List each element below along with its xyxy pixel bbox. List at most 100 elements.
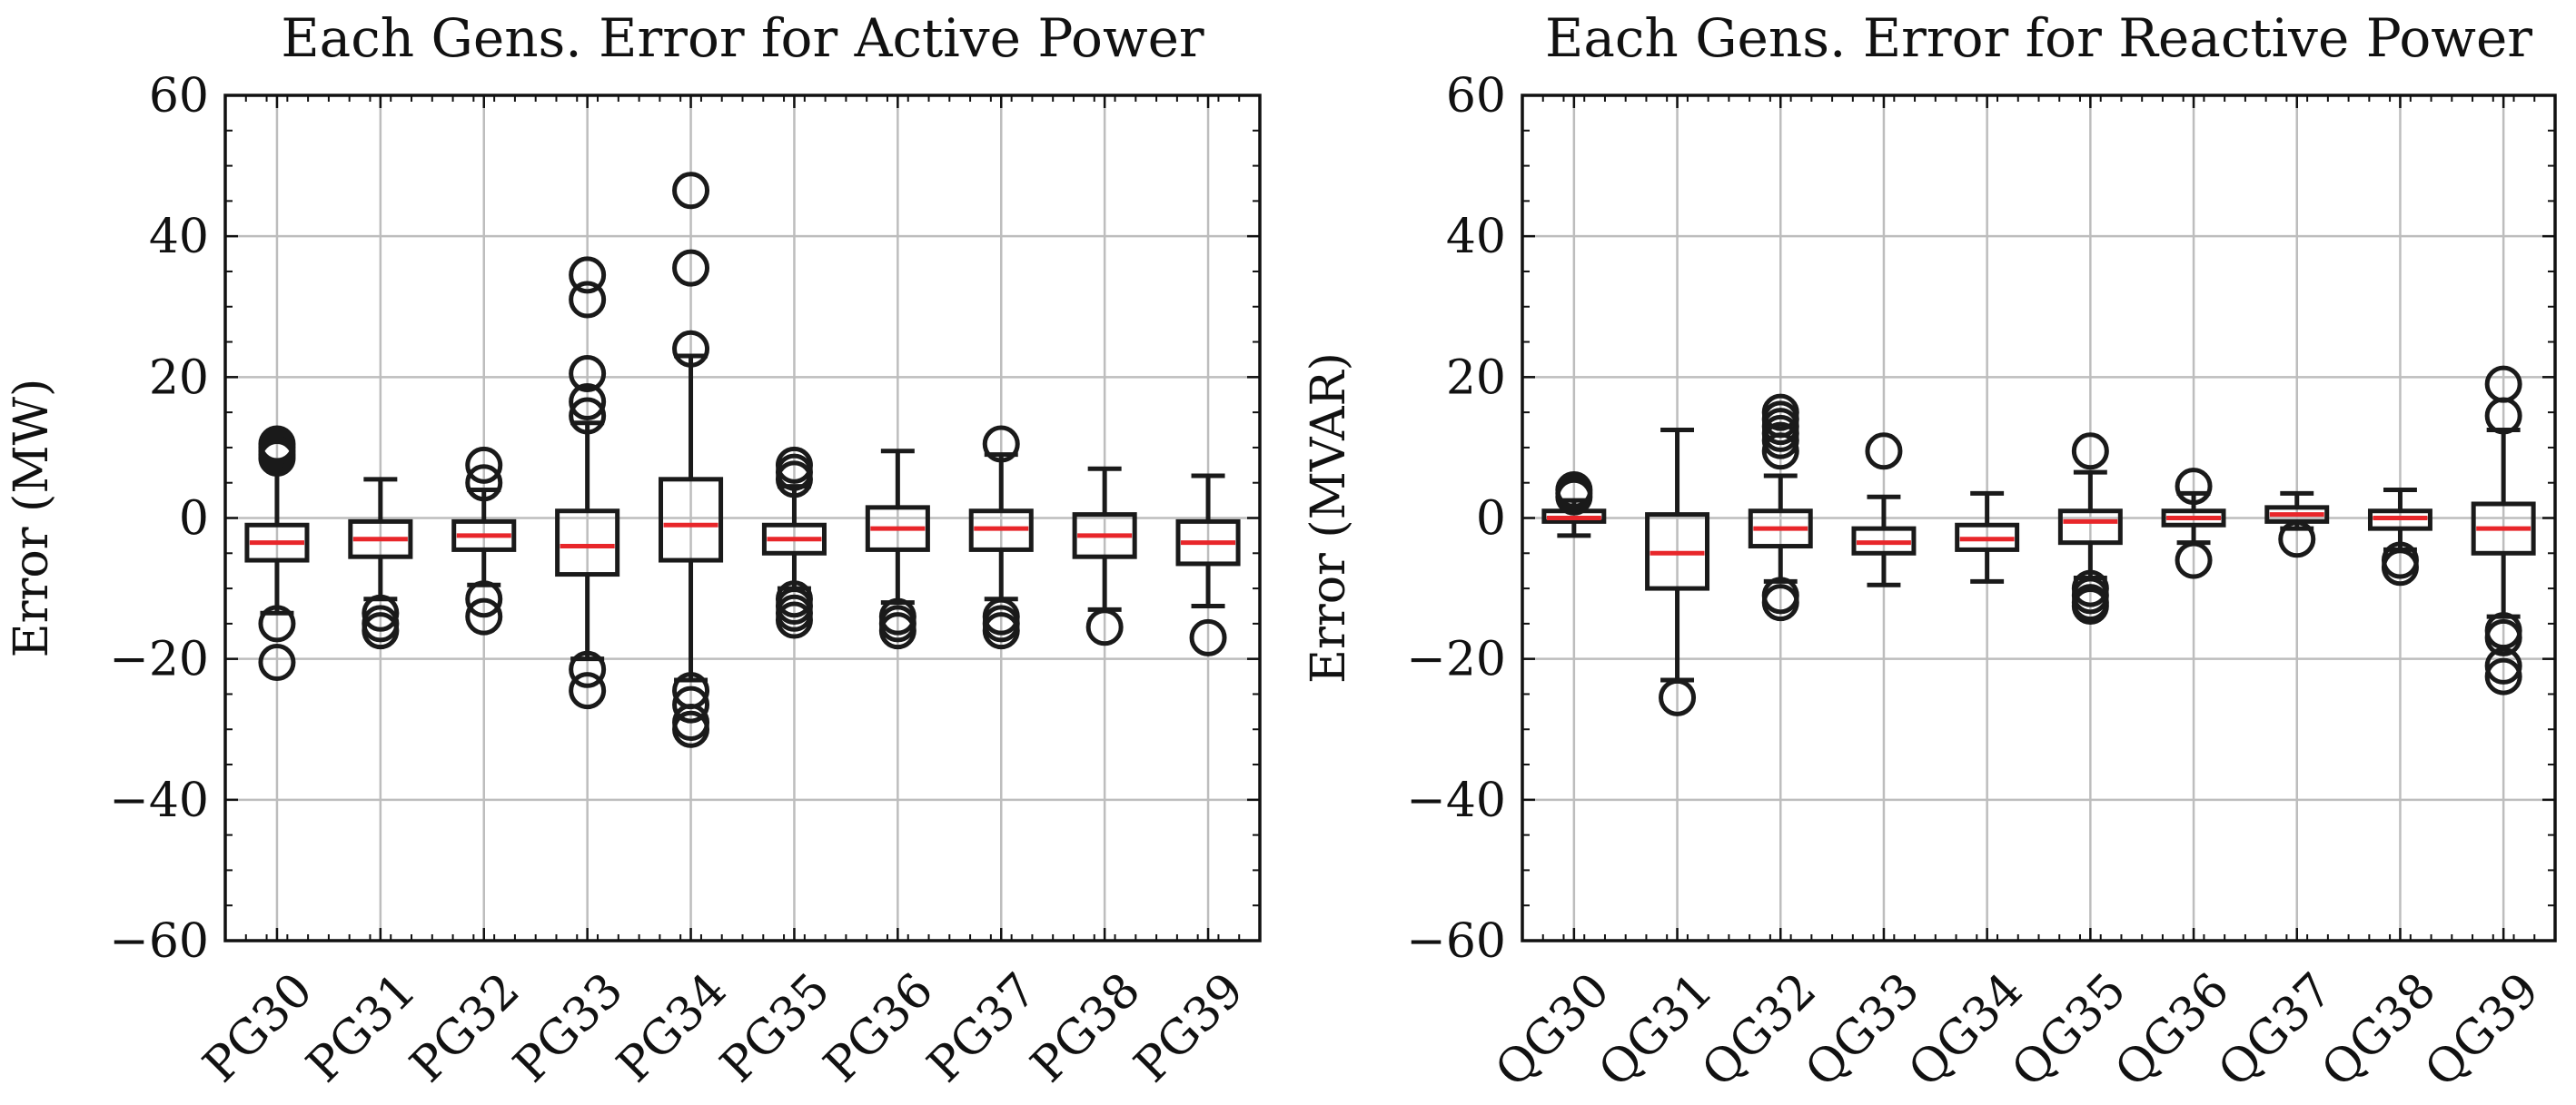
iqr-box xyxy=(2057,508,2123,546)
outlier-point xyxy=(465,597,503,636)
iqr-box xyxy=(659,477,724,563)
box-pg30 xyxy=(244,425,310,682)
outlier-point xyxy=(672,330,710,368)
outlier-point xyxy=(258,439,296,478)
x-tick-label: PG39 xyxy=(1125,963,1254,1093)
outlier-point xyxy=(1659,678,1697,716)
box-qg31 xyxy=(1645,428,1710,716)
outlier-point xyxy=(2175,541,2213,579)
iqr-box xyxy=(1955,522,2020,552)
iqr-box xyxy=(1175,518,1241,567)
outlier-point xyxy=(2484,397,2522,435)
iqr-box xyxy=(555,508,620,577)
iqr-box xyxy=(1851,526,1917,556)
y-tick-label: 0 xyxy=(179,492,209,547)
y-tick-label: 40 xyxy=(1446,210,1506,264)
iqr-box xyxy=(451,518,517,552)
box-pg33 xyxy=(555,256,620,710)
iqr-box xyxy=(865,505,930,552)
iqr-box xyxy=(761,522,827,556)
x-tick-label: PG36 xyxy=(814,963,944,1093)
iqr-box xyxy=(244,522,310,563)
y-tick-label: −20 xyxy=(1406,633,1506,687)
iqr-box xyxy=(2471,501,2536,556)
outlier-point xyxy=(2484,657,2522,696)
outlier-point xyxy=(569,672,607,710)
iqr-box xyxy=(1748,508,1813,549)
axes-frame xyxy=(1521,94,2557,942)
y-axis-label: Error (MVAR) xyxy=(1302,352,1356,684)
outlier-point xyxy=(2278,520,2316,558)
x-tick-label: QG37 xyxy=(2208,963,2343,1099)
y-tick-label: 60 xyxy=(149,69,209,123)
x-tick-label: QG35 xyxy=(2002,963,2137,1099)
outlier-point xyxy=(2484,618,2522,656)
box-qg30 xyxy=(1541,470,1607,538)
x-tick-label: PG35 xyxy=(710,963,840,1093)
box-pg38 xyxy=(1072,466,1137,646)
y-axis-label: Error (MW) xyxy=(5,379,59,658)
outlier-point xyxy=(2484,646,2522,685)
outlier-point xyxy=(569,382,607,420)
outlier-point xyxy=(672,249,710,287)
y-tick-label: −20 xyxy=(109,633,209,687)
box-pg35 xyxy=(761,446,827,639)
box-pg39 xyxy=(1175,473,1241,656)
x-tick-label: PG34 xyxy=(607,963,737,1093)
reactive-power-panel: −60 −40 −20 0 20 40 60 QG30QG31QG32QG33QG34QG35… xyxy=(1302,7,2557,1099)
outlier-point xyxy=(1865,432,1903,470)
x-tick-label: QG32 xyxy=(1691,963,1827,1099)
outlier-point xyxy=(982,425,1020,463)
outlier-point xyxy=(1085,608,1124,646)
outlier-point xyxy=(569,397,607,435)
outlier-point xyxy=(465,580,503,618)
outlier-point xyxy=(1555,478,1593,516)
outlier-point xyxy=(569,354,607,392)
box-qg32 xyxy=(1748,393,1813,622)
outlier-point xyxy=(465,464,503,502)
outlier-point xyxy=(982,612,1020,650)
outlier-point xyxy=(258,605,296,643)
y-tick-label: −60 xyxy=(109,914,209,969)
box-qg38 xyxy=(2367,487,2432,587)
y-tick-label: 20 xyxy=(149,350,209,405)
outlier-point xyxy=(1761,584,1799,622)
outlier-point xyxy=(569,650,607,688)
outlier-point xyxy=(362,594,400,632)
box-qg37 xyxy=(2264,490,2330,558)
outlier-point xyxy=(672,686,710,724)
iqr-box xyxy=(2367,508,2432,531)
x-tick-label: PG33 xyxy=(503,963,633,1093)
iqr-box xyxy=(1072,512,1137,559)
outlier-point xyxy=(2071,587,2109,625)
x-tick-label: QG34 xyxy=(1898,963,2034,1099)
outlier-point xyxy=(672,710,710,748)
outlier-point xyxy=(2381,548,2419,587)
box-qg33 xyxy=(1851,432,1917,587)
box-pg36 xyxy=(865,449,930,650)
x-tick-label: PG31 xyxy=(296,963,426,1093)
outlier-point xyxy=(1761,421,1799,459)
x-tick-label: PG37 xyxy=(917,963,1047,1093)
outlier-point xyxy=(465,446,503,484)
outlier-point xyxy=(258,644,296,682)
x-tick-label: PG32 xyxy=(400,963,530,1093)
axes-frame xyxy=(223,94,1262,942)
x-tick-label: QG33 xyxy=(1795,963,1930,1099)
iqr-box xyxy=(1645,512,1710,591)
x-tick-label: PG30 xyxy=(193,963,323,1093)
box-pg37 xyxy=(968,425,1034,650)
outlier-point xyxy=(569,281,607,319)
box-qg34 xyxy=(1955,490,2020,584)
outlier-point xyxy=(878,612,916,650)
x-tick-label: PG38 xyxy=(1021,963,1151,1093)
x-tick-label: QG38 xyxy=(2312,963,2447,1099)
active-power-panel: −60 −40 −20 0 20 40 60 PG30PG31PG32PG33PG34PG35… xyxy=(5,7,1262,1093)
y-tick-label: −40 xyxy=(109,774,209,828)
outlier-point xyxy=(569,256,607,294)
outlier-point xyxy=(2071,432,2109,470)
y-tick-label: −40 xyxy=(1406,774,1506,828)
outlier-point xyxy=(2175,468,2213,506)
box-qg39 xyxy=(2471,365,2536,696)
